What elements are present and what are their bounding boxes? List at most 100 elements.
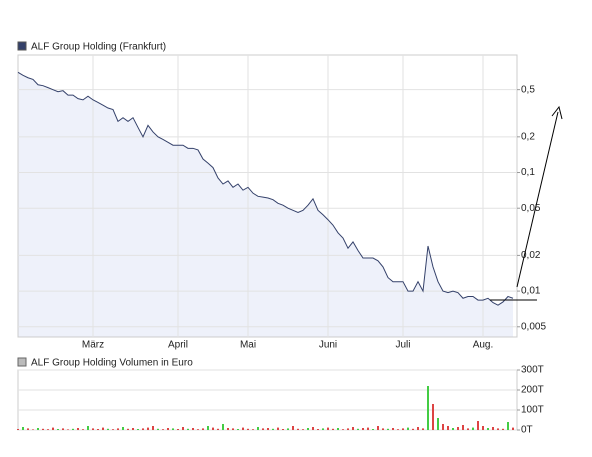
volume-bar [372,429,374,430]
volume-bar [482,426,484,430]
volume-bar [457,427,459,430]
volume-bar [502,428,504,430]
volume-bar [77,428,79,430]
x-tick-label: Juni [319,340,337,351]
plot-frame [17,54,518,338]
volume-bar [307,428,309,430]
volume-bar [152,426,154,430]
volume-bar [407,427,409,430]
volume-bar [82,429,84,430]
volume-bar [232,428,234,430]
y-tick-label: 200T [521,385,544,396]
volume-bar [267,428,269,430]
volume-bar [157,428,159,430]
volume-bar [432,404,434,430]
y-tick-label: 0,2 [521,131,535,142]
y-tick-label: 0T [521,425,533,436]
legend-label: ALF Group Holding Volumen in Euro [31,358,193,369]
volume-bar [492,427,494,430]
volume-bar [387,428,389,430]
volume-bar [412,428,414,430]
volume-bar [57,429,59,430]
volume-bar [167,428,169,430]
x-tick-label: Mai [240,340,256,351]
volume-bar [187,428,189,430]
y-tick-label: 300T [521,365,544,376]
volume-bar [302,429,304,430]
volume-bar [132,428,134,430]
volume-bar [207,426,209,430]
volume-bar [27,428,29,430]
volume-bar [487,428,489,430]
volume-bar [397,429,399,430]
volume-bar [227,428,229,430]
volume-bar [62,428,64,430]
volume-bar [102,427,104,430]
plots: 0,5 0,2 0,1 0,05 0,02 0,01 0,005 März April Mai Ju… [17,54,546,436]
volume-bar [272,428,274,430]
volume-bar [462,425,464,430]
volume-bar [107,428,109,430]
volume-bar [477,421,479,430]
volume-bar [247,428,249,430]
volume-bar [137,429,139,430]
area [18,72,513,337]
volume-bar [377,426,379,430]
volume-bar [147,427,149,430]
x-tick-label: Aug. [473,340,494,351]
volume-bar [257,427,259,430]
y-tick-label: 100T [521,405,544,416]
volume-bar [367,427,369,430]
y-tick-label: 0,1 [521,167,535,178]
arrow-head [551,105,563,120]
volume-bar [422,428,424,430]
volume-bar [32,429,34,430]
y-tick-label: 0,05 [521,203,541,214]
volume-bar [252,429,254,430]
volume-bar [342,429,344,430]
volume-bar [37,428,39,430]
volume-bar [177,429,179,430]
volume-bar [332,428,334,430]
volume-bar [357,428,359,430]
volume-bar [277,427,279,430]
y-tick-label: 0,5 [521,84,535,95]
y-tick-label: 0,02 [521,250,541,261]
volume-bar [67,429,69,430]
volume-bar [282,429,284,430]
legend-swatch [17,357,27,367]
y-tick-label: 0,005 [521,321,546,332]
volume-bar [42,428,44,430]
volume-bar [467,428,469,430]
volume-bar [427,386,429,430]
volume-bar [312,427,314,430]
volume-bar [122,427,124,430]
volume-bar [112,429,114,430]
volume-bar [182,427,184,430]
volume-bar [92,428,94,430]
annotation-arrow [516,111,559,288]
price-line [17,71,514,306]
plot-frame [17,369,518,431]
volume-bar [337,428,339,430]
volume-bar [512,427,514,430]
y-tick-label: 0,01 [521,286,541,297]
volume-bar [327,427,329,430]
volume-bar [297,428,299,430]
volume-bar [262,428,264,430]
volume-bar [507,422,509,430]
volume-bar [72,428,74,430]
x-tick-label: März [82,340,104,351]
volume-bar [127,428,129,430]
volume-bar [217,428,219,430]
volume-bar [212,427,214,430]
volume-bar [22,427,24,430]
volume-bar [322,428,324,430]
volume-bar [237,429,239,430]
volume-bar [497,428,499,430]
volume-bar [347,428,349,430]
legend-label: ALF Group Holding (Frankfurt) [31,42,166,53]
volume-bar [437,418,439,430]
volume-bar [17,429,19,430]
